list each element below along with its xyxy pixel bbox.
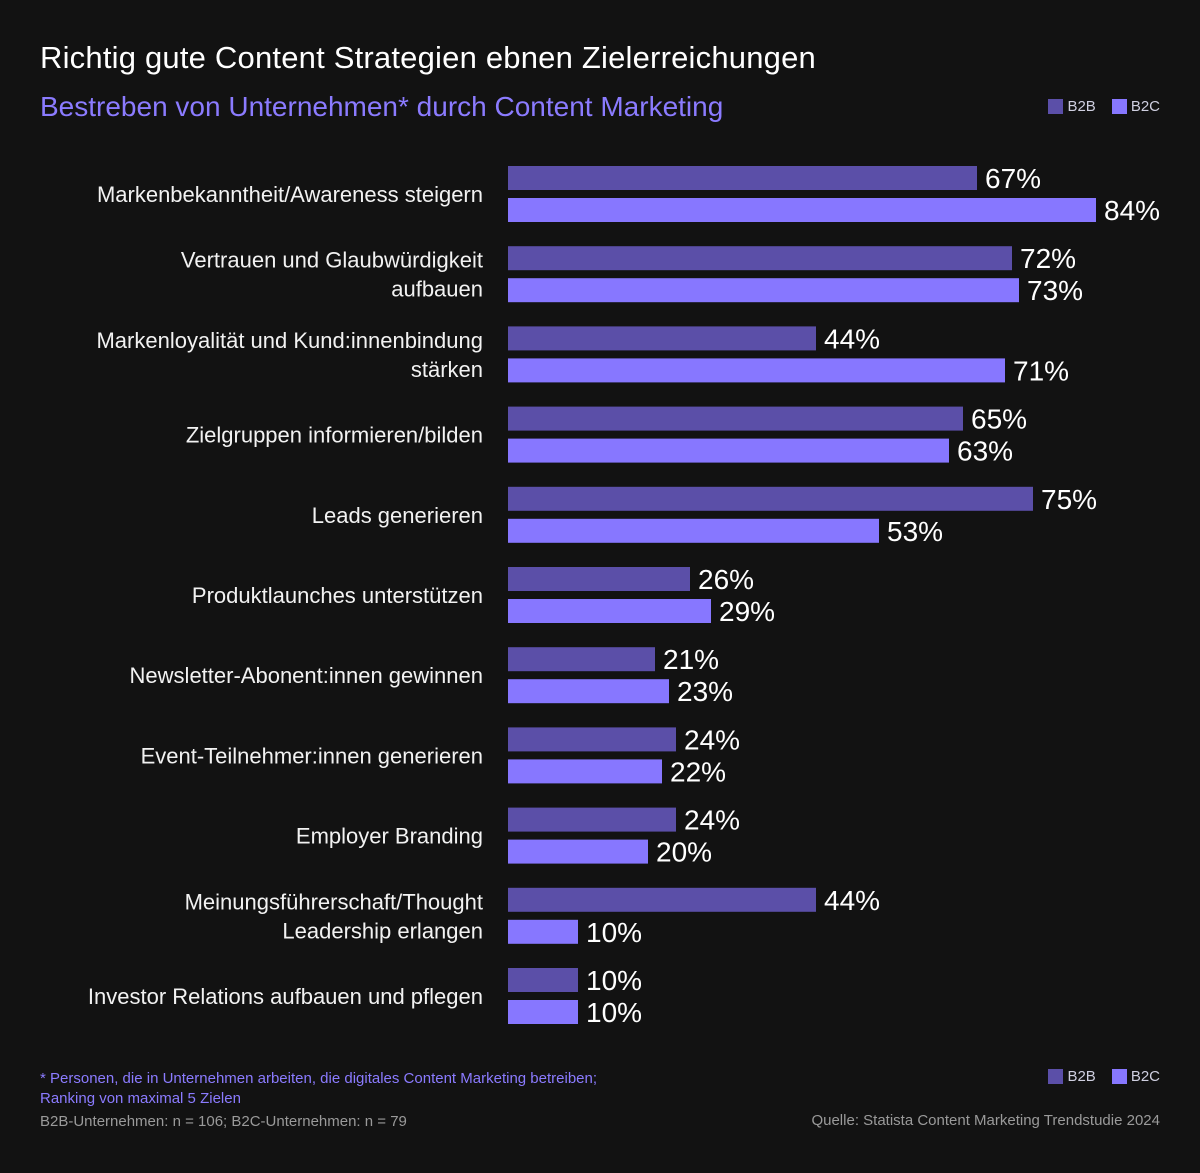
bar-b2c <box>508 839 648 864</box>
bar-b2c <box>508 919 578 944</box>
value-label-b2b: 75% <box>1041 484 1097 515</box>
category-label: Zielgruppen informieren/bilden <box>186 423 483 448</box>
chart-subtitle: Bestreben von Unternehmen* durch Content… <box>40 91 724 122</box>
value-label-b2c: 22% <box>670 756 726 787</box>
value-label-b2b: 65% <box>971 404 1027 435</box>
value-label-b2b: 67% <box>985 163 1041 194</box>
value-label-b2b: 44% <box>824 323 880 354</box>
value-label-b2b: 44% <box>824 885 880 916</box>
bar-b2b <box>508 727 676 752</box>
value-label-b2b: 26% <box>698 564 754 595</box>
value-label-b2c: 29% <box>719 596 775 627</box>
bar-b2c <box>508 1000 578 1024</box>
legend-swatch-b2c <box>1111 1069 1127 1084</box>
footnote-line-2: Ranking von maximal 5 Zielen <box>40 1090 241 1107</box>
value-label-b2c: 63% <box>957 436 1013 467</box>
bar-b2c <box>508 438 949 463</box>
footnote-line-1: * Personen, die in Unternehmen arbeiten,… <box>40 1070 598 1087</box>
legend-label-b2b: B2B <box>1067 98 1096 115</box>
value-label-b2c: 20% <box>656 837 712 868</box>
legend-item-b2b: B2B <box>1048 98 1096 115</box>
category-label: Newsletter-Abonent:innen gewinnen <box>130 663 483 688</box>
category-label: Produktlaunches unterstützen <box>192 583 483 608</box>
value-label-b2b: 24% <box>684 724 740 755</box>
bar-b2b <box>508 406 963 431</box>
legend-swatch-b2c <box>1111 99 1127 114</box>
legend-label-b2c: B2C <box>1130 98 1160 115</box>
bar-b2b <box>508 246 1012 271</box>
bar-b2c <box>508 679 669 704</box>
value-label-b2b: 10% <box>586 965 642 996</box>
legend-label-b2c: B2C <box>1130 1068 1160 1085</box>
value-label-b2c: 71% <box>1013 355 1069 386</box>
value-label-b2c: 53% <box>887 516 943 547</box>
bar-b2c <box>508 278 1019 303</box>
sample-size: B2B-Unternehmen: n = 106; B2C-Unternehme… <box>40 1113 407 1130</box>
bar-b2c <box>508 518 879 543</box>
category-label: Event-Teilnehmer:innen generieren <box>141 743 483 768</box>
bar-b2b <box>508 968 578 992</box>
chart-title: Richtig gute Content Strategien ebnen Zi… <box>40 40 816 75</box>
legend-item-b2c: B2C <box>1111 98 1160 115</box>
bar-b2b <box>508 807 676 832</box>
legend-swatch-b2b <box>1048 99 1064 114</box>
category-label: Markenloyalität und Kund:innenbindung stä… <box>96 328 483 382</box>
bar-b2b <box>508 326 816 351</box>
bar-b2c <box>508 358 1005 383</box>
category-label: Leads generieren <box>312 503 483 528</box>
bar-b2b <box>508 486 1033 511</box>
legend-label-b2b: B2B <box>1067 1068 1096 1085</box>
value-label-b2b: 24% <box>684 805 740 836</box>
value-label-b2c: 73% <box>1027 275 1083 306</box>
value-label-b2c: 84% <box>1104 195 1160 226</box>
legend-bottom: B2B B2C <box>1048 1068 1160 1085</box>
bar-b2c <box>508 759 662 784</box>
source-note: Quelle: Statista Content Marketing Trend… <box>811 1112 1160 1129</box>
value-label-b2b: 21% <box>663 644 719 675</box>
category-label: Employer Branding <box>296 824 483 849</box>
legend-swatch-b2b <box>1048 1069 1064 1084</box>
bar-b2b <box>508 887 816 912</box>
legend-top: B2B B2C <box>1048 98 1160 115</box>
category-label: Vertrauen und Glaubwürdigkeit aufbauen <box>181 248 483 302</box>
category-label: Markenbekanntheit/Awareness steigern <box>97 182 483 207</box>
value-label-b2b: 72% <box>1020 243 1076 274</box>
value-label-b2c: 23% <box>677 676 733 707</box>
bar-b2b <box>508 166 977 190</box>
category-label: Investor Relations aufbauen und pflegen <box>88 984 483 1009</box>
legend-item-b2c: B2C <box>1111 1068 1160 1085</box>
value-label-b2c: 10% <box>586 997 642 1028</box>
value-label-b2c: 10% <box>586 917 642 948</box>
bar-b2b <box>508 567 690 591</box>
category-label: Meinungsführerschaft/Thought Leadership e… <box>185 889 483 943</box>
footnote: * Personen, die in Unternehmen arbeiten,… <box>40 1069 680 1109</box>
bar-b2c <box>508 599 711 623</box>
legend-item-b2b: B2B <box>1048 1068 1096 1085</box>
bar-b2c <box>508 198 1096 222</box>
bar-b2b <box>508 647 655 672</box>
